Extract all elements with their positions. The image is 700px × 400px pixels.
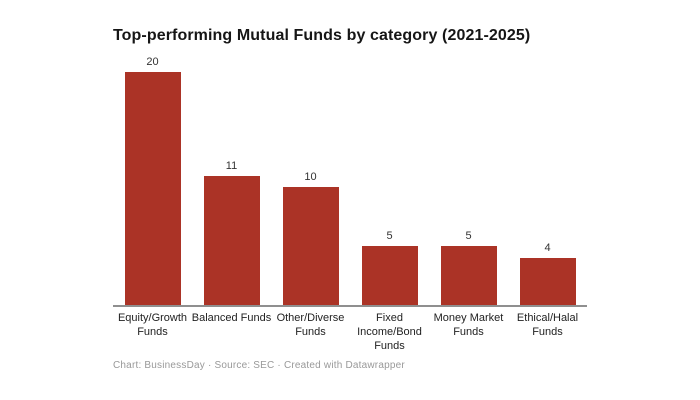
chart-title: Top-performing Mutual Funds by category … [113,27,531,44]
bar-column: 11 [192,56,271,305]
bar[interactable] [282,187,339,305]
bar[interactable] [361,246,418,305]
category-label: Equity/Growth Funds [117,312,188,338]
category-label: Balanced Funds [191,312,272,324]
bar-column: 20 [113,56,192,305]
bar-column: 5 [429,56,508,305]
category-label: Ethical/Halal Funds [516,312,579,338]
bar-column: 4 [508,56,587,305]
bar-value-label: 20 [146,56,159,68]
category-label: Other/Diverse Funds [276,312,345,338]
category-label: Fixed Income/Bond Funds [357,312,422,352]
chart-footer: Chart: BusinessDay · Source: SEC · Creat… [113,360,405,371]
bar-value-label: 4 [544,242,551,254]
plot-area: 20 11 10 5 5 4 [113,56,587,305]
bar[interactable] [124,72,181,305]
bar[interactable] [440,246,497,305]
bar-value-label: 11 [225,160,238,172]
category-label: Money Market Funds [433,312,504,338]
bar-column: 5 [350,56,429,305]
x-axis-line [113,305,587,307]
bar[interactable] [519,258,576,305]
bar-column: 10 [271,56,350,305]
bar[interactable] [203,176,260,305]
bar-value-label: 5 [386,230,393,242]
bar-value-label: 5 [465,230,472,242]
bar-value-label: 10 [304,171,317,183]
